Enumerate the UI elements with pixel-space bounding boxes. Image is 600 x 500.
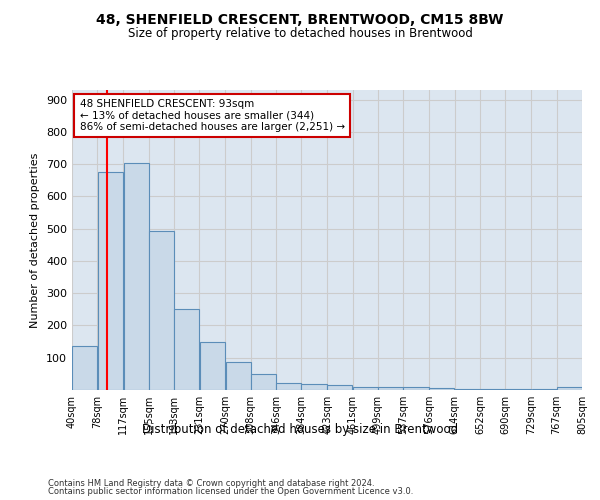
Bar	[328, 384, 352, 390]
Text: Contains HM Land Registry data © Crown copyright and database right 2024.: Contains HM Land Registry data © Crown c…	[48, 478, 374, 488]
Bar	[72, 346, 97, 390]
Text: Contains public sector information licensed under the Open Government Licence v3: Contains public sector information licen…	[48, 487, 413, 496]
Bar	[455, 389, 480, 390]
Bar	[378, 387, 403, 390]
Text: Size of property relative to detached houses in Brentwood: Size of property relative to detached ho…	[128, 28, 472, 40]
Bar	[226, 362, 251, 390]
Bar	[353, 387, 378, 390]
Bar	[251, 374, 276, 390]
Bar	[149, 232, 174, 390]
Bar	[276, 383, 301, 390]
Bar	[557, 387, 582, 390]
Bar	[403, 387, 429, 390]
Bar	[124, 162, 149, 390]
Y-axis label: Number of detached properties: Number of detached properties	[31, 152, 40, 328]
Bar	[430, 388, 455, 390]
Bar	[301, 384, 327, 390]
Text: 48, SHENFIELD CRESCENT, BRENTWOOD, CM15 8BW: 48, SHENFIELD CRESCENT, BRENTWOOD, CM15 …	[97, 12, 503, 26]
Text: Distribution of detached houses by size in Brentwood: Distribution of detached houses by size …	[142, 422, 458, 436]
Bar	[174, 308, 199, 390]
Bar	[199, 342, 225, 390]
Text: 48 SHENFIELD CRESCENT: 93sqm
← 13% of detached houses are smaller (344)
86% of s: 48 SHENFIELD CRESCENT: 93sqm ← 13% of de…	[80, 99, 345, 132]
Bar	[97, 172, 123, 390]
